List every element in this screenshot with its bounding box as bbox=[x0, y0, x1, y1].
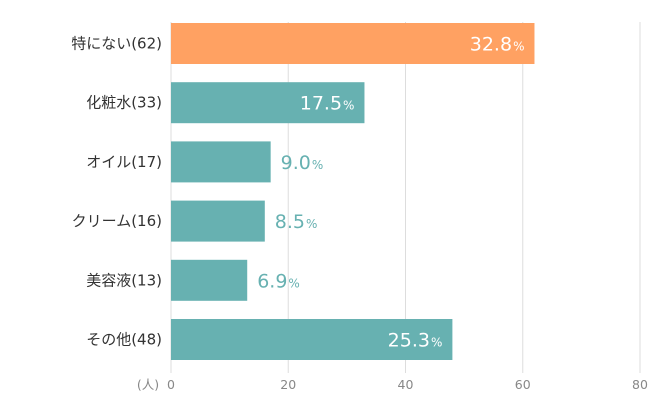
percent-label: 25.3% bbox=[388, 330, 443, 352]
x-tick-label: 80 bbox=[632, 377, 648, 392]
x-tick-labels: 0 20 40 60 80 bbox=[167, 377, 648, 392]
category-label: 化粧水(33) bbox=[86, 94, 162, 112]
category-label: クリーム(16) bbox=[72, 212, 162, 230]
category-label: 美容液(13) bbox=[86, 271, 162, 289]
percent-label: 32.8% bbox=[470, 34, 525, 56]
category-label: その他(48) bbox=[86, 331, 162, 349]
percent-label: 9.0% bbox=[281, 152, 324, 174]
x-tick-label: 40 bbox=[398, 377, 414, 392]
bar bbox=[171, 319, 453, 360]
bar bbox=[171, 23, 535, 64]
x-tick-label: 0 bbox=[167, 377, 175, 392]
percent-label: 8.5% bbox=[275, 211, 318, 233]
x-tick-label: 60 bbox=[515, 377, 531, 392]
x-tick-label: 20 bbox=[280, 377, 296, 392]
percent-label: 17.5% bbox=[300, 93, 355, 115]
x-unit-label: (人) bbox=[137, 377, 159, 392]
bar bbox=[171, 82, 365, 124]
category-label: 特にない(62) bbox=[71, 35, 162, 53]
bar bbox=[171, 141, 271, 183]
category-label: オイル(17) bbox=[86, 153, 162, 171]
category-labels: 特にない(62) 化粧水(33) オイル(17) クリーム(16) 美容液(13) その他… bbox=[71, 35, 162, 349]
bar bbox=[171, 200, 265, 242]
bar bbox=[171, 259, 248, 301]
grid-lines bbox=[170, 22, 641, 373]
percent-label: 6.9% bbox=[257, 270, 300, 292]
bars: 32.8% 17.5% 9.0% 8.5% 6.9% 25.3% bbox=[171, 23, 535, 360]
